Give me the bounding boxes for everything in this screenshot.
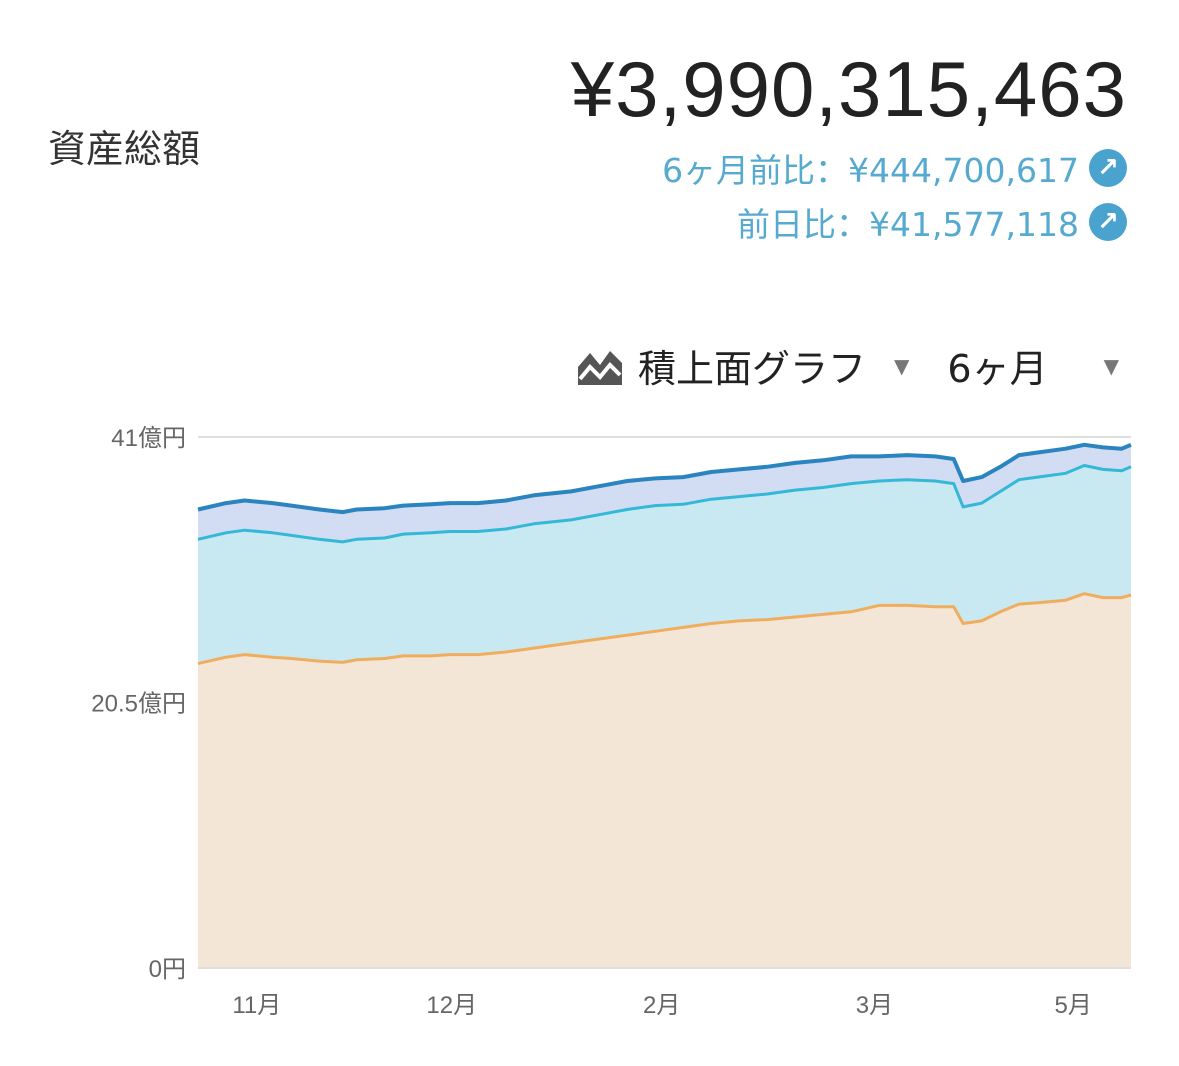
- chevron-down-icon: ▼: [1103, 353, 1119, 378]
- period-selector[interactable]: 6ヶ月 ▼: [947, 338, 1119, 393]
- series-2-area: [198, 465, 1131, 664]
- graph-type-label: 積上面グラフ: [638, 347, 867, 391]
- total-assets-value: ¥3,990,315,463: [570, 45, 1127, 133]
- series-1-area: [198, 593, 1131, 968]
- area-chart-icon: [578, 350, 623, 385]
- period-label: 6ヶ月: [947, 347, 1048, 391]
- change-daily-row: 前日比：¥41,577,118 ↗: [737, 198, 1127, 246]
- series-3-line: [197, 442, 1132, 515]
- total-assets-label: 資産総額: [48, 127, 201, 171]
- up-right-arrow-icon: ↗: [1089, 149, 1127, 187]
- x-tick-label: 5月: [1054, 992, 1091, 1019]
- chevron-down-icon: ▼: [894, 353, 910, 378]
- change-6-months-row: 6ヶ月前比：¥444,700,617 ↗: [662, 144, 1127, 192]
- x-tick-label: 12月: [426, 992, 477, 1019]
- y-tick-label: 20.5億円: [91, 691, 186, 718]
- y-tick-label: 41億円: [111, 425, 186, 452]
- chart-controls: 積上面グラフ ▼ 6ヶ月 ▼: [576, 338, 1119, 393]
- series-2-line: [197, 464, 1132, 544]
- up-right-arrow-icon: ↗: [1089, 203, 1127, 241]
- graph-type-selector[interactable]: 積上面グラフ ▼: [576, 338, 909, 393]
- series-1-line: [197, 592, 1132, 666]
- x-tick-label: 11月: [232, 992, 281, 1019]
- change-6-months-text: 6ヶ月前比：¥444,700,617: [662, 151, 1079, 190]
- x-tick-label: 2月: [643, 992, 680, 1019]
- y-tick-label: 0円: [149, 956, 186, 983]
- series-3-area: [198, 444, 1131, 542]
- change-daily-text: 前日比：¥41,577,118: [737, 205, 1079, 244]
- x-tick-label: 3月: [856, 992, 893, 1019]
